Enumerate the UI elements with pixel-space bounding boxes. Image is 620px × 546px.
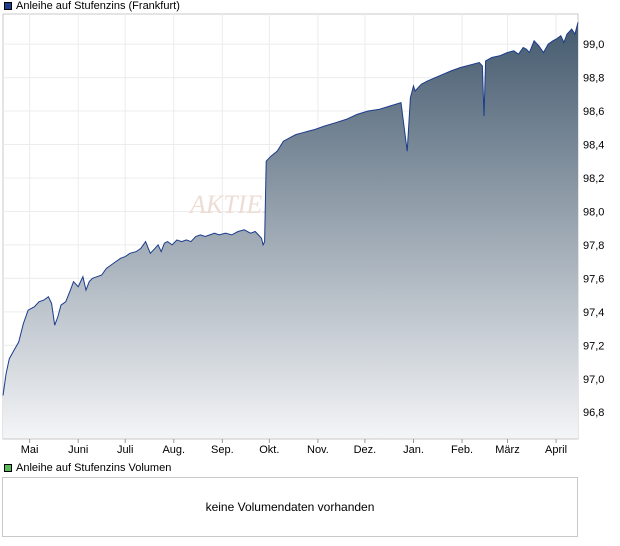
x-tick-label: Jan. — [403, 444, 424, 456]
x-tick-label: Nov. — [307, 444, 329, 456]
x-tick-label: Mai — [21, 444, 39, 456]
x-tick-label: Feb. — [451, 444, 473, 456]
x-tick-label: Aug. — [162, 444, 185, 456]
y-tick-label: 97,6 — [583, 273, 604, 285]
x-tick-label: Dez. — [354, 444, 377, 456]
volume-legend-label: Anleihe auf Stufenzins Volumen — [16, 462, 172, 474]
price-area-fill — [3, 22, 578, 440]
y-tick-label: 97,0 — [583, 374, 604, 386]
x-tick-label: März — [495, 444, 519, 456]
y-tick-label: 97,8 — [583, 240, 604, 252]
volume-panel: keine Volumendaten vorhanden — [2, 477, 578, 537]
x-tick-label: Juli — [117, 444, 134, 456]
price-legend-swatch — [4, 2, 12, 10]
y-tick-label: 98,0 — [583, 206, 604, 218]
y-tick-label: 97,4 — [583, 307, 604, 319]
volume-legend: Anleihe auf Stufenzins Volumen — [4, 462, 171, 474]
x-tick-label: Juni — [68, 444, 88, 456]
y-axis-ticks: 96,8 97,0 97,2 97,4 97,6 97,8 98,0 98,2 98,4 98,6… — [583, 39, 604, 419]
x-axis-ticks: Mai Juni Juli Aug. Sep. Okt. Nov. Dez. Jan. Feb. M… — [21, 439, 567, 456]
volume-empty-message: keine Volumendaten vorhanden — [205, 500, 375, 514]
y-tick-label: 98,2 — [583, 173, 604, 185]
price-legend: Anleihe auf Stufenzins (Frankfurt) — [4, 0, 180, 12]
y-tick-label: 96,8 — [583, 407, 604, 419]
x-tick-label: April — [545, 444, 567, 456]
price-legend-label: Anleihe auf Stufenzins (Frankfurt) — [16, 0, 180, 12]
x-tick-label: Sep. — [211, 444, 234, 456]
y-tick-label: 98,4 — [583, 140, 604, 152]
x-tick-label: Okt. — [259, 444, 279, 456]
y-tick-label: 98,6 — [583, 106, 604, 118]
price-chart: AKTIEN 96,897,097,297,497,697,898,098,29… — [2, 13, 604, 456]
y-tick-label: 99,0 — [583, 39, 604, 51]
volume-legend-swatch — [4, 464, 12, 472]
y-tick-label: 98,8 — [583, 73, 604, 85]
price-series-line — [2, 22, 579, 396]
y-tick-label: 97,2 — [583, 340, 604, 352]
